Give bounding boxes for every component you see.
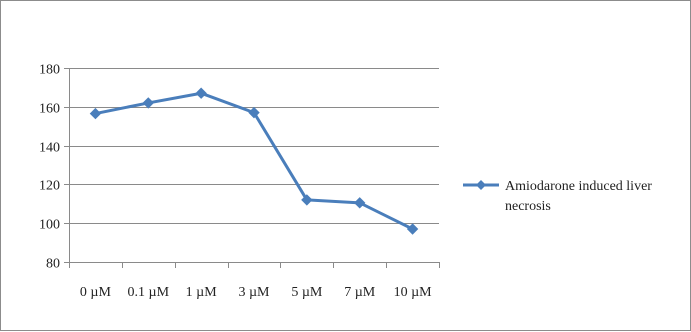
x-tick-label: 10 µM — [394, 285, 433, 300]
data-point — [195, 87, 207, 99]
y-tick-label: 140 — [39, 141, 60, 156]
y-tick-label: 80 — [46, 257, 60, 272]
y-tick-label: 100 — [39, 218, 60, 233]
x-tick-label: 3 µM — [238, 285, 270, 300]
data-point — [142, 97, 154, 109]
gridlines — [69, 68, 439, 263]
legend-marker — [476, 180, 486, 190]
x-tick-label: 1 µM — [186, 285, 218, 300]
data-point — [89, 107, 102, 120]
x-tick-label: 0 µM — [80, 285, 112, 300]
x-tick-label: 7 µM — [344, 285, 376, 300]
data-point — [248, 106, 260, 119]
y-tick-label: 160 — [39, 102, 60, 117]
x-tick-label: 5 µM — [291, 285, 323, 300]
legend-label: Amiodarone induced liver — [505, 179, 652, 194]
x-tick-labels: 0 µM 0.1 µM 1 µM 3 µM 5 µM 7 µM 10 µM — [80, 285, 432, 300]
y-tick-labels: 80 100 120 140 160 180 — [39, 63, 60, 272]
data-point — [301, 194, 313, 206]
legend: Amiodarone induced liver necrosis — [463, 179, 652, 214]
y-tick-label: 120 — [39, 179, 60, 194]
axes — [64, 68, 440, 268]
data-point — [406, 223, 419, 235]
x-tick-label: 0.1 µM — [128, 285, 170, 300]
y-tick-label: 180 — [39, 63, 60, 78]
data-point — [354, 197, 366, 209]
legend-label: necrosis — [505, 199, 551, 214]
series-layer — [89, 87, 419, 235]
